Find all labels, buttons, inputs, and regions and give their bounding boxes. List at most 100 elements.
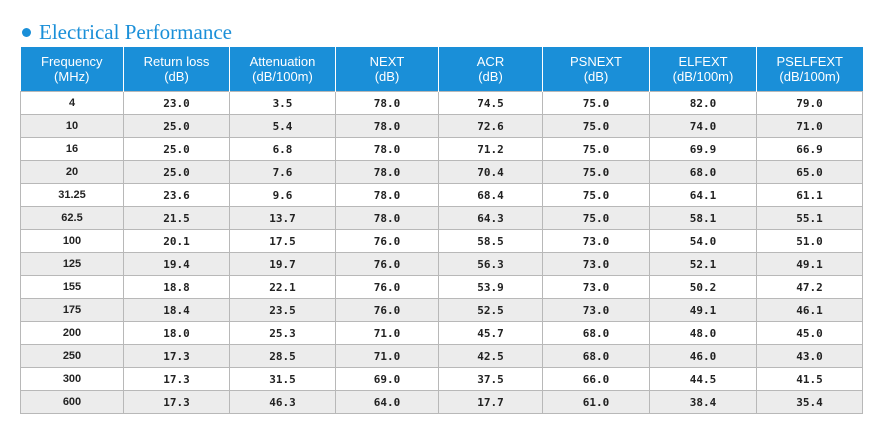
cell-elfext: 52.1 <box>649 252 757 276</box>
cell-frequency: 16 <box>20 137 124 161</box>
cell-frequency: 250 <box>20 344 124 368</box>
column-header-next: NEXT (dB) <box>335 47 439 92</box>
cell-return-loss: 25.0 <box>123 137 230 161</box>
cell-return-loss: 25.0 <box>123 114 230 138</box>
cell-next: 78.0 <box>335 206 439 230</box>
cell-acr: 71.2 <box>438 137 543 161</box>
column-header-elfext: ELFEXT (dB/100m) <box>649 47 757 92</box>
cell-acr: 64.3 <box>438 206 543 230</box>
table-row: 16 25.0 6.8 78.0 71.2 75.0 69.9 66.9 <box>20 137 863 161</box>
electrical-performance-table: Frequency (MHz) Return loss (dB) Attenua… <box>20 47 863 414</box>
cell-attenuation: 13.7 <box>229 206 336 230</box>
cell-psnext: 75.0 <box>542 206 650 230</box>
cell-return-loss: 23.0 <box>123 91 230 115</box>
cell-next: 76.0 <box>335 229 439 253</box>
cell-elfext: 82.0 <box>649 91 757 115</box>
cell-pselfext: 45.0 <box>756 321 863 345</box>
column-header-acr: ACR (dB) <box>438 47 543 92</box>
cell-acr: 70.4 <box>438 160 543 184</box>
cell-elfext: 74.0 <box>649 114 757 138</box>
cell-next: 76.0 <box>335 275 439 299</box>
cell-psnext: 75.0 <box>542 91 650 115</box>
cell-psnext: 66.0 <box>542 367 650 391</box>
table-row: 300 17.3 31.5 69.0 37.5 66.0 44.5 41.5 <box>20 367 863 391</box>
cell-attenuation: 9.6 <box>229 183 336 207</box>
table-row: 20 25.0 7.6 78.0 70.4 75.0 68.0 65.0 <box>20 160 863 184</box>
header-row: Frequency (MHz) Return loss (dB) Attenua… <box>20 47 863 92</box>
cell-elfext: 64.1 <box>649 183 757 207</box>
cell-pselfext: 49.1 <box>756 252 863 276</box>
cell-elfext: 46.0 <box>649 344 757 368</box>
cell-elfext: 54.0 <box>649 229 757 253</box>
cell-psnext: 75.0 <box>542 183 650 207</box>
cell-return-loss: 18.0 <box>123 321 230 345</box>
table-body: 4 23.0 3.5 78.0 74.5 75.0 82.0 79.0 10 25.0 5.4 78.… <box>20 91 863 414</box>
cell-acr: 45.7 <box>438 321 543 345</box>
cell-next: 78.0 <box>335 114 439 138</box>
cell-attenuation: 28.5 <box>229 344 336 368</box>
table-row: 125 19.4 19.7 76.0 56.3 73.0 52.1 49.1 <box>20 252 863 276</box>
cell-psnext: 73.0 <box>542 275 650 299</box>
cell-pselfext: 41.5 <box>756 367 863 391</box>
cell-attenuation: 31.5 <box>229 367 336 391</box>
cell-frequency: 4 <box>20 91 124 115</box>
cell-return-loss: 23.6 <box>123 183 230 207</box>
cell-attenuation: 17.5 <box>229 229 336 253</box>
cell-elfext: 44.5 <box>649 367 757 391</box>
cell-elfext: 38.4 <box>649 390 757 414</box>
table-row: 600 17.3 46.3 64.0 17.7 61.0 38.4 35.4 <box>20 390 863 414</box>
cell-pselfext: 71.0 <box>756 114 863 138</box>
cell-frequency: 125 <box>20 252 124 276</box>
column-header-return-loss: Return loss (dB) <box>123 47 230 92</box>
cell-acr: 72.6 <box>438 114 543 138</box>
table-row: 100 20.1 17.5 76.0 58.5 73.0 54.0 51.0 <box>20 229 863 253</box>
cell-elfext: 68.0 <box>649 160 757 184</box>
cell-frequency: 300 <box>20 367 124 391</box>
cell-acr: 37.5 <box>438 367 543 391</box>
cell-frequency: 31.25 <box>20 183 124 207</box>
cell-elfext: 49.1 <box>649 298 757 322</box>
cell-elfext: 48.0 <box>649 321 757 345</box>
cell-attenuation: 6.8 <box>229 137 336 161</box>
table-row: 4 23.0 3.5 78.0 74.5 75.0 82.0 79.0 <box>20 91 863 115</box>
table-header: Frequency (MHz) Return loss (dB) Attenua… <box>20 47 863 92</box>
cell-acr: 52.5 <box>438 298 543 322</box>
cell-acr: 53.9 <box>438 275 543 299</box>
cell-return-loss: 18.8 <box>123 275 230 299</box>
cell-pselfext: 79.0 <box>756 91 863 115</box>
cell-return-loss: 19.4 <box>123 252 230 276</box>
cell-return-loss: 21.5 <box>123 206 230 230</box>
cell-pselfext: 61.1 <box>756 183 863 207</box>
cell-elfext: 50.2 <box>649 275 757 299</box>
cell-psnext: 73.0 <box>542 298 650 322</box>
cell-frequency: 20 <box>20 160 124 184</box>
cell-attenuation: 19.7 <box>229 252 336 276</box>
column-header-attenuation: Attenuation (dB/100m) <box>229 47 336 92</box>
cell-next: 78.0 <box>335 160 439 184</box>
cell-acr: 58.5 <box>438 229 543 253</box>
cell-acr: 68.4 <box>438 183 543 207</box>
cell-acr: 17.7 <box>438 390 543 414</box>
cell-pselfext: 65.0 <box>756 160 863 184</box>
cell-next: 76.0 <box>335 252 439 276</box>
cell-frequency: 600 <box>20 390 124 414</box>
cell-attenuation: 25.3 <box>229 321 336 345</box>
cell-attenuation: 23.5 <box>229 298 336 322</box>
cell-return-loss: 17.3 <box>123 390 230 414</box>
cell-psnext: 75.0 <box>542 160 650 184</box>
bullet-icon <box>22 27 31 37</box>
cell-attenuation: 7.6 <box>229 160 336 184</box>
cell-return-loss: 18.4 <box>123 298 230 322</box>
cell-frequency: 10 <box>20 114 124 138</box>
cell-next: 78.0 <box>335 91 439 115</box>
cell-psnext: 73.0 <box>542 229 650 253</box>
cell-next: 78.0 <box>335 183 439 207</box>
table-row: 62.5 21.5 13.7 78.0 64.3 75.0 58.1 55.1 <box>20 206 863 230</box>
cell-acr: 74.5 <box>438 91 543 115</box>
cell-return-loss: 17.3 <box>123 344 230 368</box>
cell-acr: 56.3 <box>438 252 543 276</box>
cell-attenuation: 3.5 <box>229 91 336 115</box>
cell-return-loss: 25.0 <box>123 160 230 184</box>
cell-pselfext: 66.9 <box>756 137 863 161</box>
cell-pselfext: 46.1 <box>756 298 863 322</box>
